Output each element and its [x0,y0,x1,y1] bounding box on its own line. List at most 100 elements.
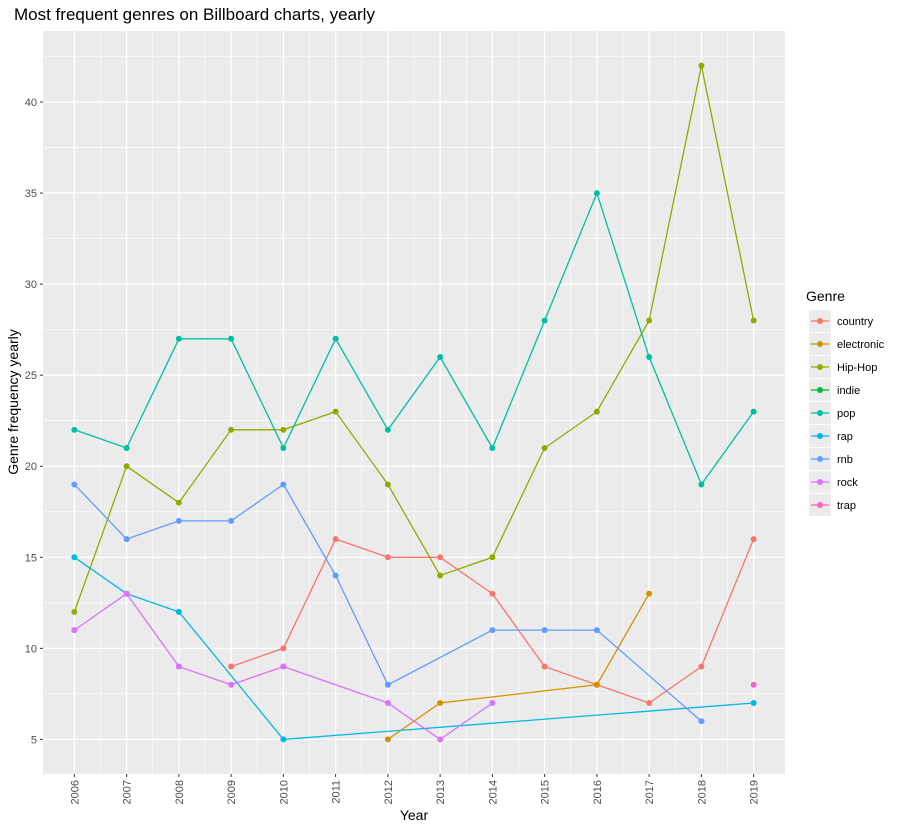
data-point [123,463,130,470]
data-point [384,699,391,706]
x-tick-label: 2012 [383,780,395,804]
data-point [71,554,78,561]
legend-label: rnb [837,454,853,466]
legend-key-point [817,502,823,508]
series-layer [71,62,757,743]
x-tick-label: 2018 [696,780,708,804]
data-point [332,536,339,543]
legend-item-rnb: rnb [809,448,853,470]
data-point [541,445,548,452]
data-point [71,481,78,488]
data-point [228,426,235,433]
x-tick-label: 2019 [749,780,761,804]
legend-label: rap [837,431,853,443]
x-tick-label: 2011 [331,780,343,804]
data-point [541,317,548,324]
data-point [332,335,339,342]
data-point [71,608,78,615]
y-tick-label: 40 [25,97,37,109]
legend-key-point [817,387,823,393]
data-point [175,499,182,506]
y-tick-label: 10 [25,643,37,655]
x-tick-label: 2017 [644,780,656,804]
data-point [280,645,287,652]
x-tick-label: 2014 [487,780,499,804]
data-point [228,335,235,342]
data-point [175,335,182,342]
data-point [332,572,339,579]
data-point [280,426,287,433]
data-point [384,481,391,488]
data-point [280,445,287,452]
legend-item-electronic: electronic [809,333,885,355]
data-point [175,663,182,670]
x-tick-label: 2008 [174,780,186,804]
data-point [228,681,235,688]
series-rock [71,590,496,743]
data-point [123,536,130,543]
legend: Genre country electronic Hip-Hop indie pop ra… [806,288,885,516]
data-point [384,426,391,433]
data-point [698,718,705,725]
data-point [750,699,757,706]
data-point [646,699,653,706]
series-rnb [71,481,705,725]
data-point [228,663,235,670]
legend-label: pop [837,408,855,420]
y-tick-label: 5 [31,734,37,746]
x-tick-label: 2010 [278,780,290,804]
legend-key-point [817,433,823,439]
data-point [489,554,496,561]
axis-layer: 5 10 15 20 25 30 35 40 2006 2007 2008 2009 2010 2011 2… [25,97,761,804]
series-line [74,191,755,486]
data-point [280,663,287,670]
data-point [646,353,653,360]
data-point [123,590,130,597]
data-point [750,681,757,688]
chart-title: Most frequent genres on Billboard charts… [14,5,375,24]
data-point [280,736,287,743]
legend-item-hip-hop: Hip-Hop [809,356,877,378]
legend-label: indie [837,385,860,397]
data-point [750,536,757,543]
data-point [593,408,600,415]
data-point [175,608,182,615]
data-point [541,627,548,634]
y-axis-title: Genre frequency yearly [5,329,21,475]
data-point [698,481,705,488]
data-point [593,190,600,197]
x-tick-label: 2006 [69,780,81,804]
data-point [750,408,757,415]
x-tick-label: 2009 [226,780,238,804]
y-tick-label: 30 [25,279,37,291]
data-point [384,554,391,561]
series-line [74,592,493,741]
data-point [437,572,444,579]
data-point [175,517,182,524]
data-point [750,317,757,324]
legend-key-point [817,410,823,416]
data-point [71,627,78,634]
data-point [280,481,287,488]
series-pop [71,190,757,488]
data-point [437,699,444,706]
data-point [489,445,496,452]
legend-title: Genre [806,288,845,304]
legend-item-country: country [809,310,874,332]
legend-label: country [837,316,874,328]
legend-label: electronic [837,339,885,351]
x-axis-title: Year [400,807,429,823]
legend-item-pop: pop [809,402,855,424]
legend-item-rock: rock [809,471,858,493]
legend-item-indie: indie [809,379,860,401]
series-trap [750,681,757,688]
y-tick-label: 25 [25,370,37,382]
data-point [593,681,600,688]
data-point [437,353,444,360]
series-hip-hop [71,62,757,615]
data-point [437,554,444,561]
series-line [73,65,755,613]
legend-label: Hip-Hop [837,362,877,374]
legend-label: trap [837,500,856,512]
